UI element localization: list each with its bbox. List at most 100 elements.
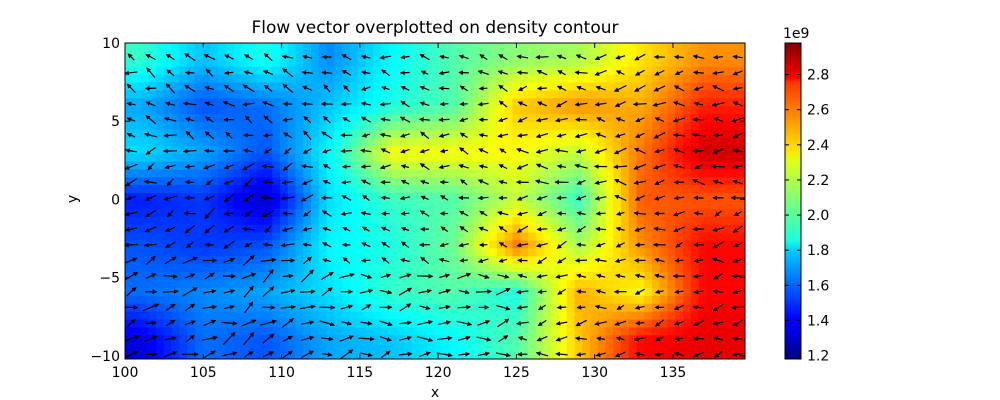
density-cell	[729, 248, 738, 257]
density-cell	[148, 90, 157, 99]
flow-arrow	[516, 163, 529, 170]
density-cell	[559, 311, 568, 321]
density-cell	[566, 232, 576, 242]
density-cell	[450, 208, 459, 218]
density-cell	[628, 240, 638, 249]
density-cell	[737, 351, 745, 359]
density-cell	[605, 114, 614, 123]
density-cell	[264, 343, 273, 352]
density-cell	[210, 343, 219, 352]
density-cell	[683, 240, 692, 249]
density-cell	[435, 122, 444, 131]
density-cell	[590, 185, 599, 194]
density-cell	[225, 114, 235, 123]
density-cell	[280, 66, 289, 76]
density-cell	[667, 161, 676, 170]
density-cell	[202, 58, 211, 68]
density-cell	[590, 295, 599, 305]
flow-arrow	[204, 85, 215, 91]
density-cell	[357, 224, 366, 234]
flow-arrow	[125, 211, 138, 217]
flow-arrow	[283, 335, 294, 342]
density-cell	[202, 295, 211, 305]
density-cell	[380, 153, 390, 163]
density-cell	[295, 58, 304, 68]
density-cell	[597, 114, 607, 123]
density-cell	[272, 114, 281, 123]
density-cell	[683, 264, 692, 273]
density-cell	[659, 335, 669, 344]
density-cell	[318, 248, 328, 257]
density-cell	[349, 43, 359, 52]
flow-arrow	[595, 211, 606, 216]
density-cell	[543, 311, 552, 321]
density-cell	[621, 319, 630, 328]
density-cell	[528, 98, 537, 107]
density-cell	[667, 248, 676, 257]
density-cell	[264, 327, 273, 336]
density-cell	[667, 240, 676, 249]
density-cell	[249, 240, 258, 249]
density-cell	[450, 240, 459, 249]
flow-arrow	[594, 195, 607, 201]
density-cell	[179, 50, 188, 60]
density-cell	[442, 90, 452, 99]
density-cell	[373, 153, 382, 163]
density-cell	[411, 122, 421, 131]
density-cell	[628, 208, 638, 218]
density-cell	[698, 280, 707, 289]
density-cell	[357, 122, 366, 131]
density-cell	[241, 43, 250, 52]
flow-arrow	[322, 115, 331, 124]
density-cell	[590, 335, 599, 344]
density-cell	[334, 82, 343, 91]
density-cell	[349, 66, 359, 76]
density-cell	[729, 295, 738, 305]
density-cell	[466, 161, 475, 170]
density-cell	[249, 98, 258, 107]
density-cell	[156, 272, 165, 281]
flow-arrow	[185, 241, 194, 249]
density-cell	[535, 43, 545, 52]
density-cell	[435, 90, 444, 99]
density-cell	[318, 153, 328, 163]
density-cell	[272, 193, 281, 202]
density-cell	[318, 319, 328, 328]
flow-arrow	[282, 117, 293, 123]
density-cell	[349, 351, 359, 359]
density-cell	[605, 66, 614, 76]
density-cell	[466, 311, 475, 321]
density-cell	[683, 98, 692, 107]
density-cell	[737, 208, 745, 218]
density-cell	[334, 232, 343, 242]
flow-arrow	[262, 70, 274, 75]
density-cell	[311, 256, 320, 265]
density-cell	[543, 232, 552, 242]
flow-arrow	[673, 163, 685, 169]
density-cell	[706, 50, 715, 60]
density-cell	[605, 90, 614, 99]
density-cell	[597, 216, 607, 226]
density-cell	[528, 122, 537, 131]
density-cell	[388, 351, 397, 359]
density-cell	[582, 303, 591, 313]
density-cell	[683, 327, 692, 336]
density-cell	[233, 272, 242, 281]
density-cell	[605, 248, 614, 257]
density-cell	[621, 177, 630, 186]
density-cell	[202, 248, 211, 257]
density-cell	[621, 137, 630, 147]
density-cell	[249, 216, 258, 226]
density-cell	[311, 98, 320, 107]
density-cell	[342, 137, 351, 147]
flow-arrow	[438, 164, 450, 170]
density-cell	[512, 106, 521, 115]
flow-arrow	[241, 226, 255, 232]
density-cell	[721, 280, 731, 289]
density-cell	[559, 185, 568, 194]
density-cell	[241, 129, 250, 139]
density-cell	[683, 169, 692, 178]
density-cell	[349, 216, 359, 226]
density-cell	[280, 137, 289, 147]
density-cell	[373, 319, 382, 328]
